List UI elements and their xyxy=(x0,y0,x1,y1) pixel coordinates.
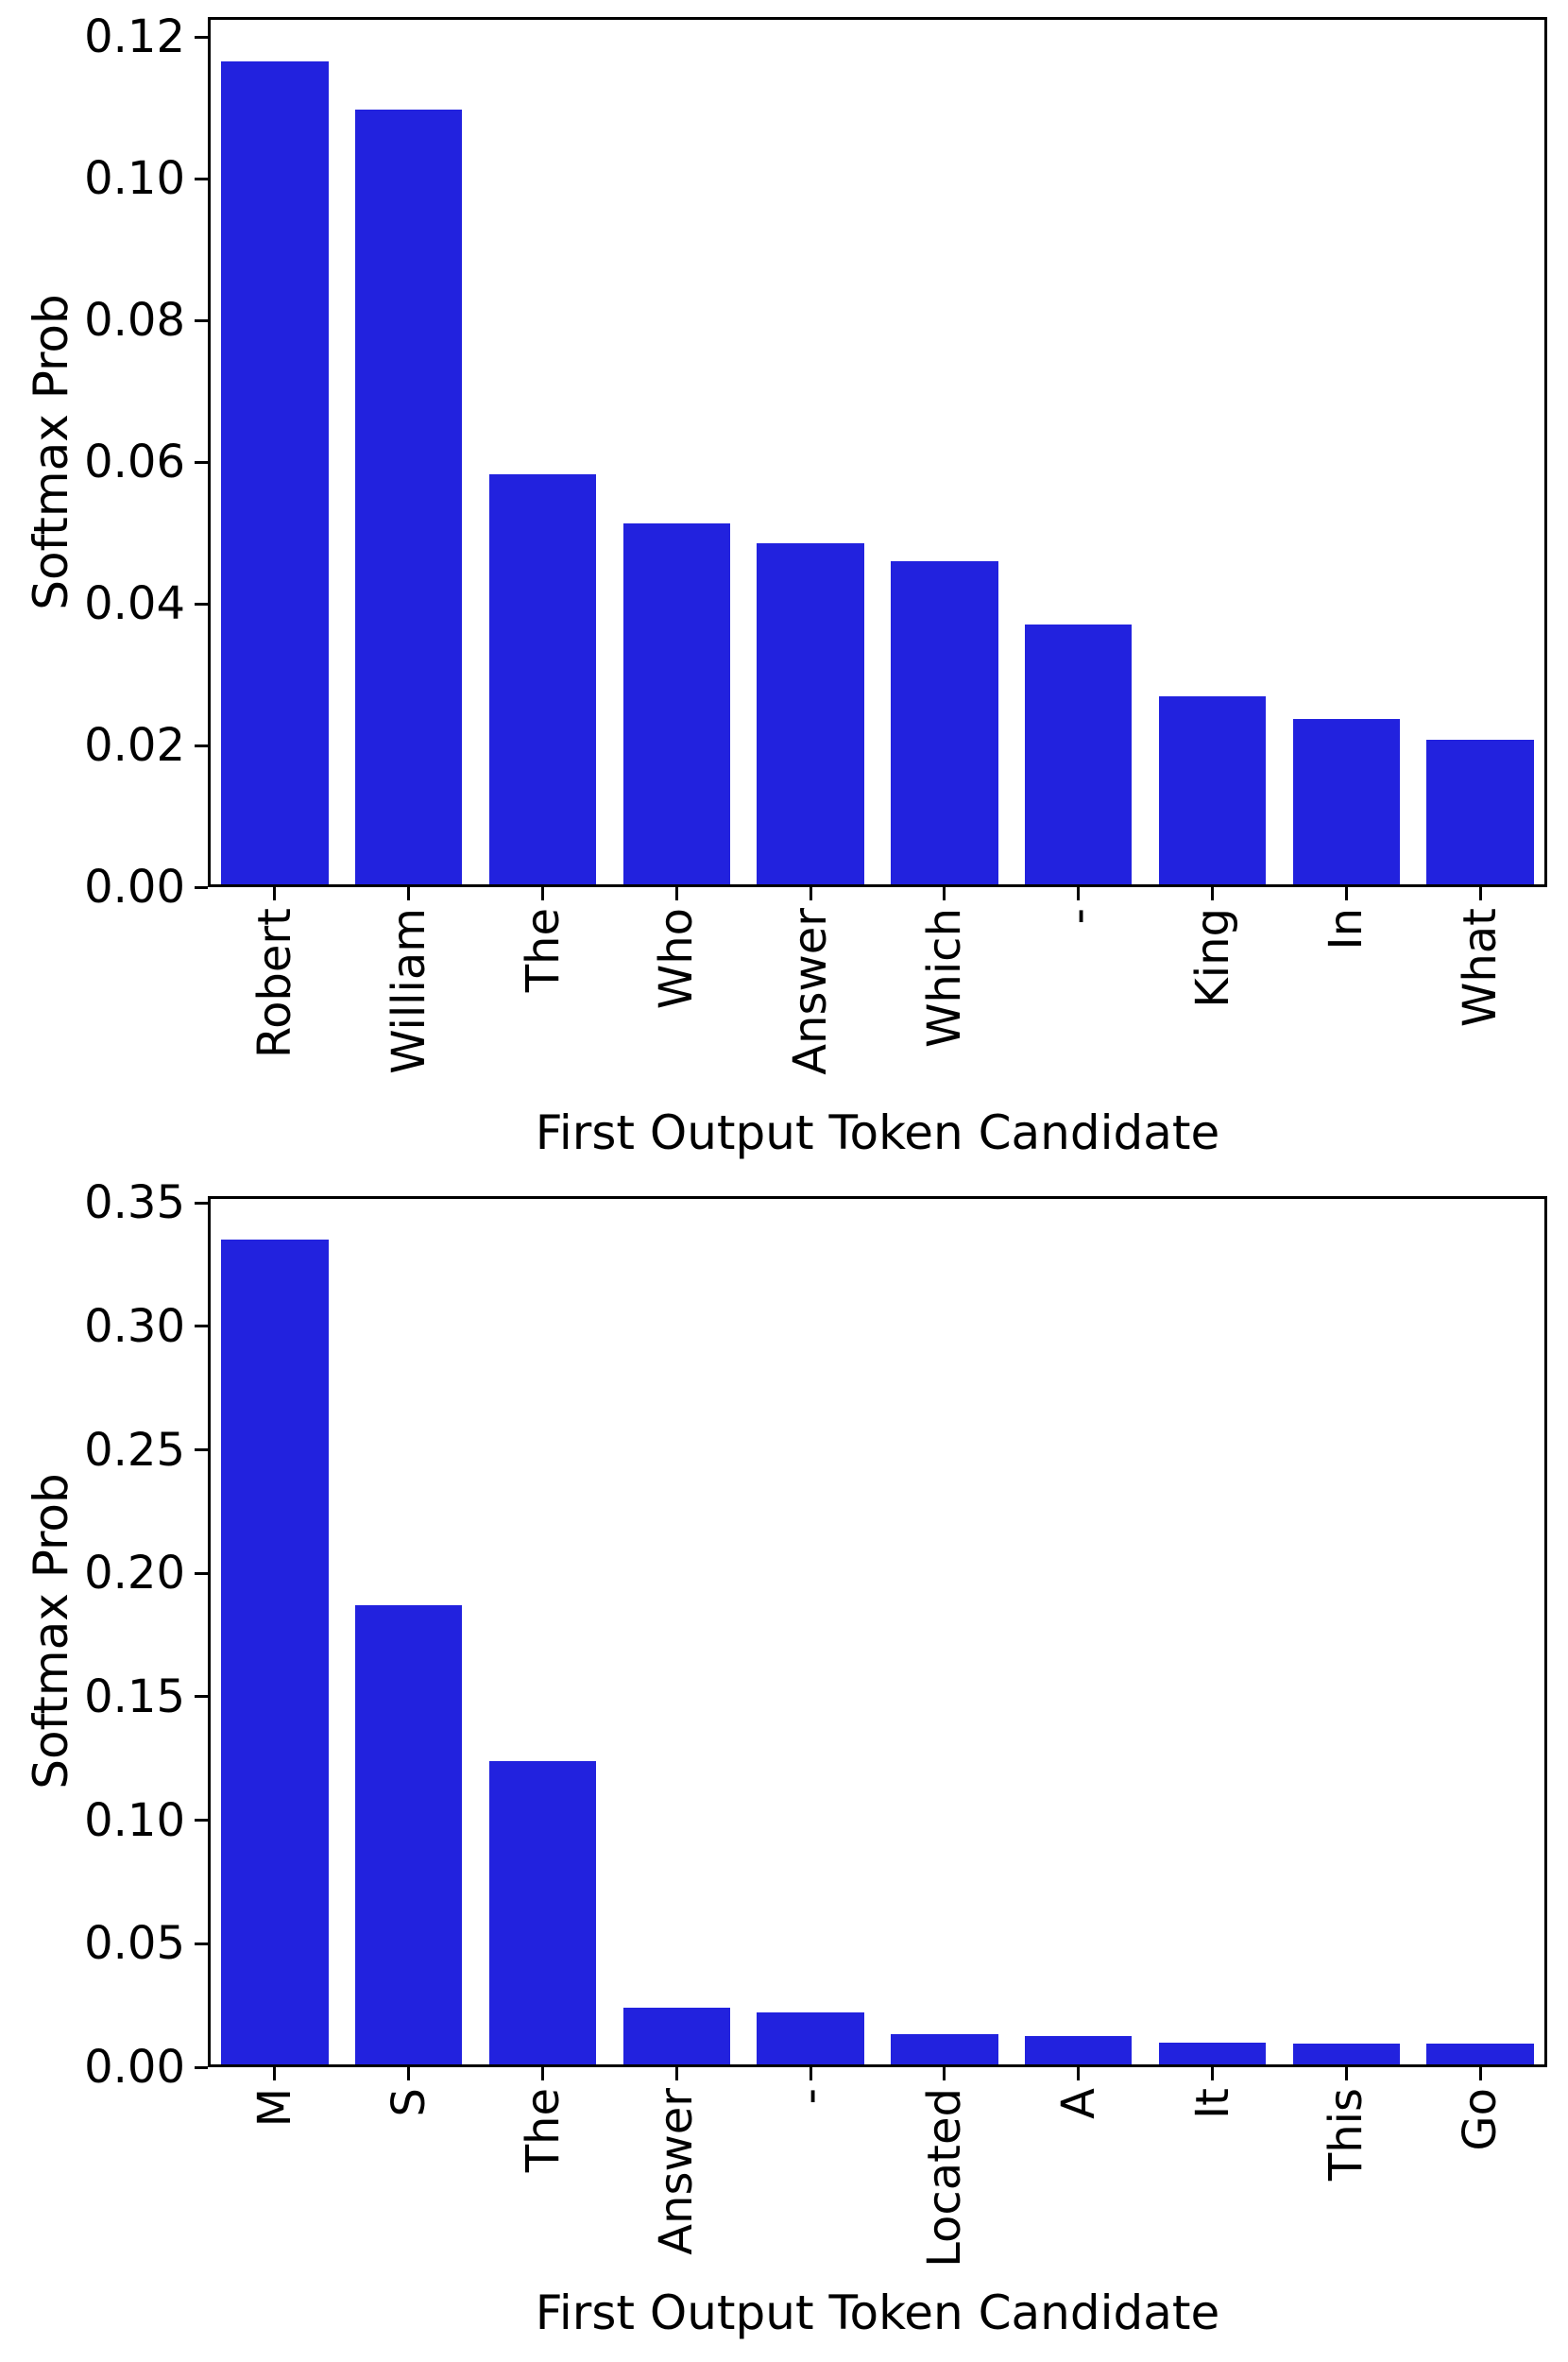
bar-answer xyxy=(622,2008,730,2067)
x-axis-label: First Output Token Candidate xyxy=(535,2285,1220,2340)
x-tick xyxy=(1478,887,1482,900)
y-tick-label: 0.04 xyxy=(84,577,185,630)
y-axis-label: Softmax Prob xyxy=(24,294,78,610)
x-tick xyxy=(674,887,678,900)
x-tick xyxy=(541,887,544,900)
x-tick xyxy=(1344,2067,1348,2080)
x-axis-label: First Output Token Candidate xyxy=(535,1105,1220,1160)
bar-a xyxy=(1025,2036,1133,2067)
bar-the xyxy=(488,474,597,887)
bar-m xyxy=(221,1240,329,2067)
bar-in xyxy=(1292,719,1400,887)
bar-located xyxy=(891,2034,998,2067)
x-tick xyxy=(1211,887,1214,900)
y-tick xyxy=(195,1942,208,1945)
x-tick xyxy=(541,2067,544,2080)
bar-robert xyxy=(221,61,329,887)
bar-- xyxy=(1025,625,1133,887)
top-chart: 0.00 0.02 0.04 0.06 0.08 0.10 0.12 Robert Willia… xyxy=(24,10,1547,1160)
y-tick xyxy=(195,1201,208,1205)
bar-the xyxy=(488,1761,597,2067)
x-tick xyxy=(273,2067,277,2080)
y-tick-label: 0.00 xyxy=(84,861,185,914)
y-tick xyxy=(195,1448,208,1451)
x-tick xyxy=(943,887,946,900)
y-tick xyxy=(195,460,208,464)
y-tick xyxy=(195,35,208,39)
x-tick xyxy=(809,887,812,900)
x-tick xyxy=(407,887,411,900)
bottom-chart: 0.00 0.05 0.10 0.15 0.20 0.25 0.30 0.35 M S The Ans… xyxy=(0,1176,1568,2362)
bar-s xyxy=(355,1605,463,2067)
y-tick-label: 0.02 xyxy=(84,719,185,772)
bar-- xyxy=(757,2012,864,2067)
y-tick-label: 0.25 xyxy=(84,1423,185,1477)
y-tick-label: 0.15 xyxy=(84,1669,185,1723)
y-tick xyxy=(195,602,208,606)
x-tick xyxy=(1344,887,1348,900)
x-tick xyxy=(1211,2067,1214,2080)
y-tick xyxy=(195,1571,208,1575)
y-tick xyxy=(195,2065,208,2069)
y-tick xyxy=(195,1819,208,1823)
bar-who xyxy=(622,523,730,887)
bar-go xyxy=(1426,2044,1534,2067)
y-tick-label: 0.06 xyxy=(84,436,185,488)
y-tick xyxy=(195,1325,208,1328)
y-tick-label: 0.08 xyxy=(84,294,185,347)
y-tick-label: 0.00 xyxy=(84,2041,185,2094)
x-tick xyxy=(674,2067,678,2080)
x-tick xyxy=(407,2067,411,2080)
bar-king xyxy=(1158,696,1267,887)
y-tick-label: 0.10 xyxy=(84,152,185,205)
y-tick-label: 0.35 xyxy=(84,1176,185,1230)
x-tick xyxy=(273,887,277,900)
y-tick-label: 0.20 xyxy=(84,1547,185,1600)
y-tick-label: 0.10 xyxy=(84,1793,185,1847)
bar-it xyxy=(1158,2043,1267,2067)
x-tick xyxy=(1478,2067,1482,2080)
bar-william xyxy=(355,110,463,887)
y-axis-label: Softmax Prob xyxy=(24,1473,78,1789)
y-tick xyxy=(195,177,208,180)
x-tick xyxy=(1077,2067,1081,2080)
plot-border xyxy=(208,1196,1547,2067)
y-tick-label: 0.05 xyxy=(84,1917,185,1971)
y-tick xyxy=(195,744,208,747)
y-tick xyxy=(195,318,208,322)
bar-this xyxy=(1292,2044,1400,2067)
bar-which xyxy=(891,561,998,887)
plot-border xyxy=(208,17,1547,887)
bar-answer xyxy=(757,543,864,887)
y-tick xyxy=(195,1695,208,1699)
bar-what xyxy=(1426,740,1534,887)
x-tick xyxy=(809,2067,812,2080)
y-tick-label: 0.30 xyxy=(84,1299,185,1353)
x-tick xyxy=(943,2067,946,2080)
y-tick-label: 0.12 xyxy=(84,10,185,63)
y-tick xyxy=(195,885,208,889)
x-tick xyxy=(1077,887,1081,900)
